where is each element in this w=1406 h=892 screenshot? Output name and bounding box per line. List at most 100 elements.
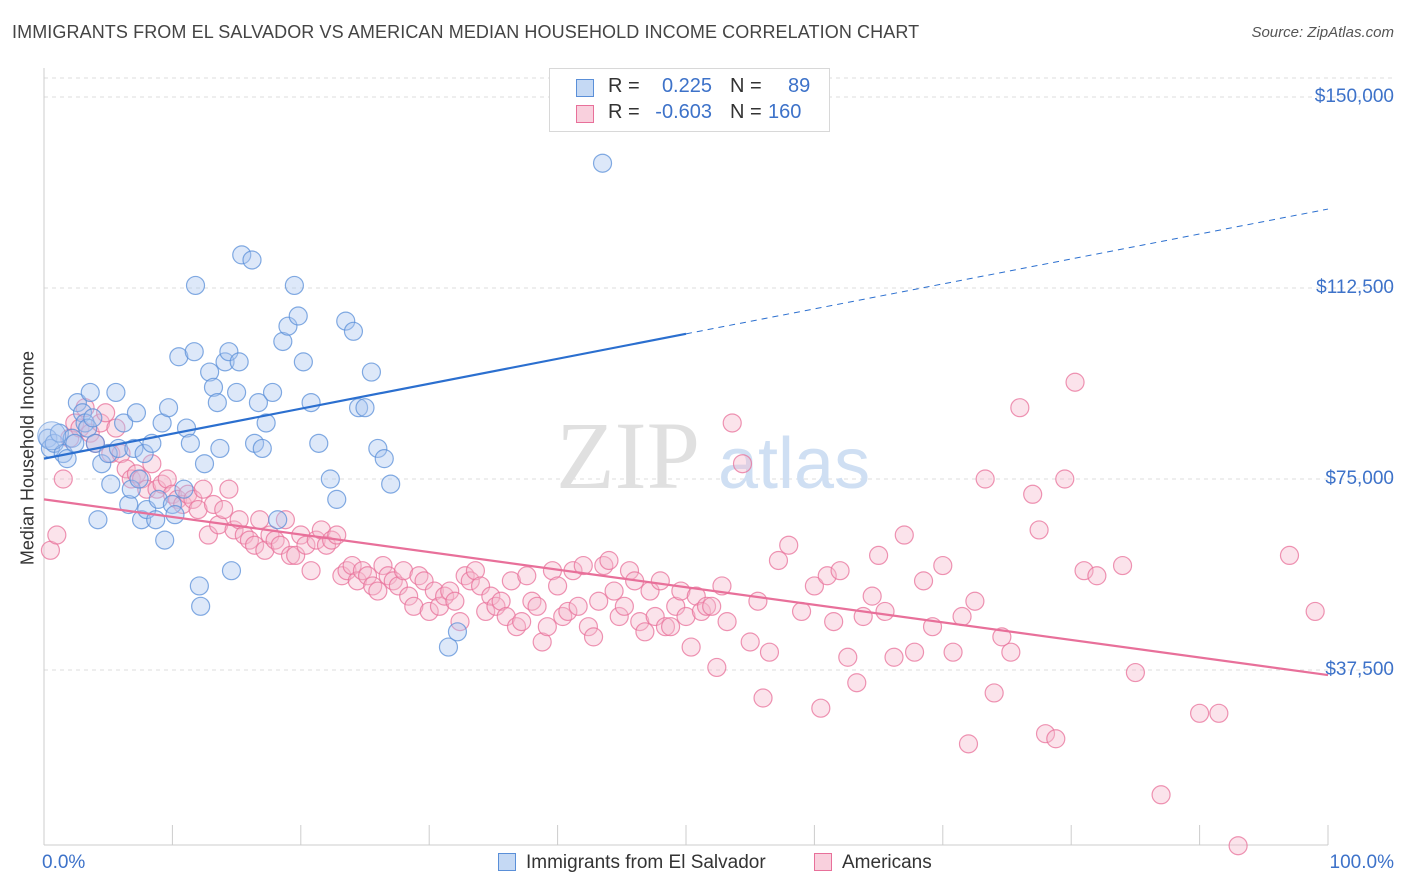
americans-point bbox=[399, 586, 419, 606]
americans-point bbox=[702, 596, 722, 616]
americans-point bbox=[383, 571, 403, 591]
americans-point bbox=[378, 566, 398, 586]
americans-point bbox=[173, 494, 193, 515]
americans-point bbox=[527, 596, 547, 616]
americans-point bbox=[655, 617, 676, 637]
americans-point bbox=[589, 591, 609, 611]
americans-point bbox=[933, 555, 953, 576]
americans-point bbox=[573, 555, 593, 576]
legend-item-el-salvador: Immigrants from El Salvador bbox=[498, 852, 766, 874]
y-tick-label: $37,500 bbox=[1325, 659, 1394, 680]
americans-point bbox=[460, 571, 480, 591]
americans-point bbox=[393, 561, 414, 581]
el-salvador-point bbox=[248, 393, 269, 413]
el-salvador-point bbox=[114, 413, 134, 433]
americans-point bbox=[481, 586, 501, 606]
americans-point bbox=[455, 566, 475, 586]
americans-point bbox=[219, 479, 239, 499]
americans-point bbox=[578, 617, 599, 637]
americans-point bbox=[357, 566, 378, 586]
legend-row-blue: R = 0.225 N = 89 bbox=[550, 75, 829, 101]
americans-point bbox=[992, 627, 1012, 647]
americans-trend-line bbox=[43, 498, 1329, 677]
americans-point bbox=[244, 535, 265, 555]
americans-point bbox=[280, 545, 301, 566]
americans-point bbox=[568, 596, 588, 616]
el-salvador-point bbox=[438, 637, 459, 657]
el-salvador-point bbox=[174, 479, 194, 499]
legend-r-value: -0.603 bbox=[655, 101, 712, 123]
americans-point bbox=[696, 596, 717, 616]
americans-point bbox=[188, 499, 208, 520]
americans-point bbox=[121, 469, 141, 489]
el-salvador-point bbox=[101, 474, 121, 494]
americans-point bbox=[645, 606, 665, 627]
el-salvador-point bbox=[355, 398, 375, 418]
americans-point bbox=[965, 591, 985, 611]
el-salvador-point bbox=[221, 561, 242, 581]
el-salvador-point bbox=[92, 454, 112, 474]
americans-point bbox=[558, 601, 578, 622]
americans-point bbox=[691, 601, 712, 622]
americans-point bbox=[239, 530, 260, 550]
americans-point bbox=[1055, 469, 1075, 489]
el-salvador-point bbox=[106, 382, 126, 403]
americans-point bbox=[203, 494, 224, 515]
americans-point bbox=[491, 591, 511, 611]
legend-n-label: N = bbox=[730, 101, 762, 123]
americans-point bbox=[1046, 729, 1066, 749]
americans-point bbox=[650, 571, 670, 591]
y-tick-label: $150,000 bbox=[1314, 86, 1394, 107]
americans-point bbox=[1228, 836, 1248, 856]
el-salvador-point bbox=[65, 433, 85, 453]
el-salvador-point bbox=[37, 421, 67, 451]
el-salvador-point bbox=[592, 153, 613, 173]
legend-r-value: 0.225 bbox=[661, 75, 712, 97]
americans-point bbox=[352, 561, 373, 581]
el-salvador-point bbox=[169, 347, 189, 367]
americans-point bbox=[943, 642, 963, 662]
americans-point bbox=[894, 525, 914, 545]
americans-point bbox=[250, 510, 270, 530]
legend-swatch-blue bbox=[576, 79, 594, 97]
americans-point bbox=[167, 489, 188, 509]
el-salvador-point bbox=[67, 393, 87, 413]
americans-point bbox=[311, 520, 331, 540]
americans-point bbox=[732, 454, 753, 474]
americans-point bbox=[666, 596, 686, 616]
americans-point bbox=[604, 581, 624, 601]
americans-point bbox=[465, 561, 486, 581]
el-salvador-point bbox=[155, 530, 175, 550]
americans-point bbox=[904, 642, 925, 662]
americans-point bbox=[1074, 561, 1094, 581]
americans-point bbox=[332, 566, 352, 586]
el-salvador-point bbox=[80, 382, 100, 403]
el-salvador-point bbox=[229, 352, 249, 372]
americans-point bbox=[80, 423, 100, 443]
americans-point bbox=[286, 545, 306, 566]
americans-point bbox=[316, 535, 337, 555]
watermark-atlas: atlas bbox=[718, 424, 870, 504]
el-salvador-point bbox=[309, 433, 329, 453]
americans-point bbox=[1035, 724, 1056, 744]
el-salvador-point bbox=[293, 352, 313, 372]
americans-point bbox=[630, 612, 650, 632]
el-salvador-point bbox=[119, 494, 139, 515]
americans-point bbox=[811, 698, 831, 718]
americans-point bbox=[229, 510, 249, 530]
el-salvador-point bbox=[232, 245, 252, 265]
el-salvador-point bbox=[256, 413, 276, 433]
el-salvador-point bbox=[194, 454, 215, 474]
y-tick-label: $112,500 bbox=[1316, 277, 1394, 298]
el-salvador-point bbox=[165, 505, 185, 525]
el-salvador-point bbox=[62, 428, 82, 448]
americans-point bbox=[984, 683, 1004, 703]
watermark-zip: ZIP bbox=[556, 402, 700, 509]
correlation-legend: R = 0.225 N = 89 R = -0.603 N = 160 bbox=[549, 68, 830, 132]
americans-point bbox=[1001, 642, 1021, 662]
americans-point bbox=[147, 479, 167, 499]
americans-point bbox=[53, 469, 73, 489]
americans-point bbox=[838, 647, 858, 667]
americans-point bbox=[958, 734, 979, 754]
